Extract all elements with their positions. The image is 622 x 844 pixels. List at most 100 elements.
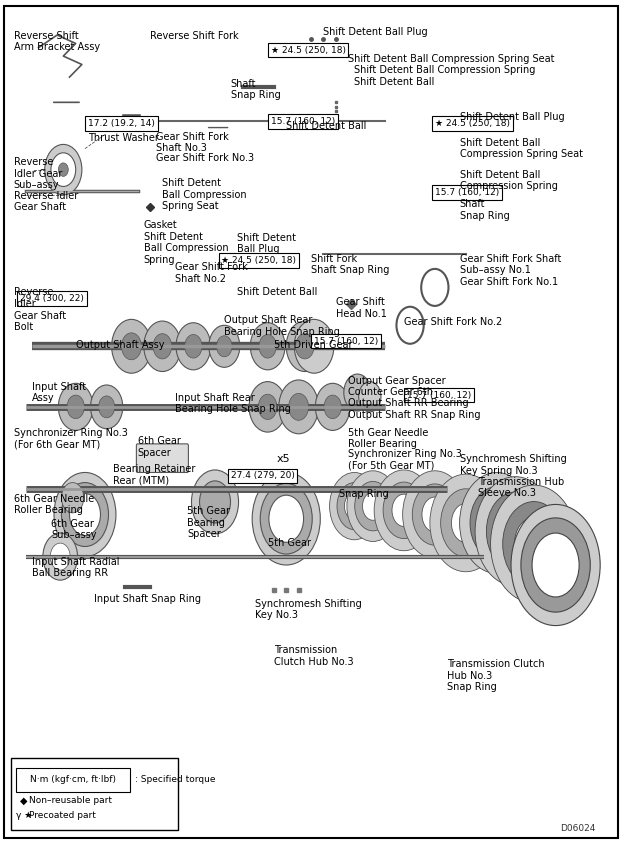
- Circle shape: [480, 500, 514, 546]
- Text: Shift Detent
Ball Compression
Spring Seat: Shift Detent Ball Compression Spring Sea…: [162, 178, 247, 211]
- Text: Output Shaft RR Snap Ring: Output Shaft RR Snap Ring: [348, 410, 481, 420]
- Circle shape: [345, 493, 364, 520]
- Text: Gear Shift Fork Shaft
Sub–assy No.1: Gear Shift Fork Shaft Sub–assy No.1: [460, 254, 561, 275]
- Text: ◆: ◆: [20, 796, 27, 805]
- FancyBboxPatch shape: [136, 444, 188, 473]
- Text: Shift Detent Ball
Compression Spring: Shift Detent Ball Compression Spring: [460, 170, 557, 192]
- Circle shape: [62, 483, 84, 513]
- Circle shape: [295, 333, 314, 359]
- Circle shape: [185, 334, 202, 358]
- Text: 6th Gear Needle
Roller Bearing: 6th Gear Needle Roller Bearing: [14, 494, 94, 515]
- Text: Thrust Washer: Thrust Washer: [88, 133, 159, 143]
- Circle shape: [324, 395, 341, 419]
- Circle shape: [250, 322, 285, 370]
- Text: Snap Ring: Snap Ring: [339, 490, 389, 500]
- Text: Input Shaft Snap Ring: Input Shaft Snap Ring: [95, 594, 202, 604]
- Circle shape: [216, 336, 232, 357]
- FancyBboxPatch shape: [11, 759, 178, 830]
- Text: Reverse Idler
Gear Shaft: Reverse Idler Gear Shaft: [14, 191, 78, 212]
- Circle shape: [491, 485, 577, 603]
- Text: Gear Shift Fork
Shaft No.2: Gear Shift Fork Shaft No.2: [175, 262, 248, 284]
- Circle shape: [412, 484, 457, 545]
- Text: Precoated part: Precoated part: [29, 811, 96, 820]
- Circle shape: [62, 483, 108, 547]
- Text: Shift Detent Ball: Shift Detent Ball: [286, 121, 366, 131]
- Circle shape: [200, 481, 231, 523]
- Circle shape: [514, 517, 554, 571]
- Text: Transmission
Clutch Hub No.3: Transmission Clutch Hub No.3: [274, 645, 353, 667]
- Text: Synchromesh Shifting
Key No.3: Synchromesh Shifting Key No.3: [255, 598, 362, 620]
- Text: 5th Gear
Bearing
Spacer: 5th Gear Bearing Spacer: [187, 506, 230, 539]
- Circle shape: [355, 481, 391, 531]
- Circle shape: [330, 473, 379, 540]
- Text: Reverse
Idler Gear
Sub–assy: Reverse Idler Gear Sub–assy: [14, 157, 62, 190]
- Text: Gear Shift Fork No.2: Gear Shift Fork No.2: [404, 316, 502, 327]
- Circle shape: [503, 501, 565, 587]
- Text: Shift Detent Ball
Compression Spring Seat: Shift Detent Ball Compression Spring Sea…: [460, 138, 583, 160]
- Text: Counter Gear 6th: Counter Gear 6th: [348, 387, 433, 397]
- Circle shape: [315, 383, 350, 430]
- Circle shape: [153, 333, 172, 359]
- Circle shape: [392, 495, 415, 527]
- Circle shape: [486, 492, 544, 571]
- Text: 5th Driven Gear: 5th Driven Gear: [274, 339, 352, 349]
- Text: Shift Detent Ball Plug: Shift Detent Ball Plug: [323, 27, 428, 36]
- Text: γ ★: γ ★: [16, 811, 32, 820]
- Text: Non–reusable part: Non–reusable part: [29, 796, 112, 805]
- Text: Shift Fork
Shaft Snap Ring: Shift Fork Shaft Snap Ring: [311, 254, 389, 275]
- Circle shape: [209, 325, 240, 367]
- Circle shape: [144, 321, 181, 371]
- Circle shape: [430, 474, 502, 571]
- Circle shape: [344, 374, 371, 411]
- Circle shape: [58, 383, 93, 430]
- Circle shape: [50, 544, 70, 570]
- Circle shape: [289, 393, 309, 420]
- Circle shape: [54, 473, 116, 556]
- Text: Shift Detent Ball Plug: Shift Detent Ball Plug: [460, 112, 564, 122]
- Circle shape: [440, 489, 491, 557]
- Text: ★ 24.5 (250, 18): ★ 24.5 (250, 18): [271, 46, 346, 55]
- Circle shape: [460, 473, 534, 573]
- Text: 6th Gear
Sub–assy: 6th Gear Sub–assy: [51, 519, 96, 540]
- Circle shape: [70, 494, 101, 536]
- Circle shape: [337, 483, 372, 530]
- Text: Gear Shift
Head No.1: Gear Shift Head No.1: [336, 297, 387, 319]
- Text: 5th Gear Needle
Roller Bearing: 5th Gear Needle Roller Bearing: [348, 428, 429, 450]
- Text: Shift Detent Ball: Shift Detent Ball: [355, 77, 435, 87]
- Circle shape: [359, 381, 381, 412]
- Circle shape: [91, 385, 123, 429]
- Text: 29.4 (300, 22): 29.4 (300, 22): [20, 294, 84, 303]
- Text: Transmission Clutch
Hub No.3
Snap Ring: Transmission Clutch Hub No.3 Snap Ring: [447, 659, 545, 692]
- Circle shape: [402, 471, 467, 558]
- Text: Synchromesh Shifting
Key Spring No.3: Synchromesh Shifting Key Spring No.3: [460, 454, 567, 475]
- Circle shape: [279, 380, 318, 434]
- Circle shape: [511, 505, 600, 625]
- Text: Shift Detent Ball Compression Spring Seat: Shift Detent Ball Compression Spring Sea…: [348, 53, 555, 63]
- Text: Shift Detent
Ball Plug: Shift Detent Ball Plug: [237, 233, 295, 254]
- Circle shape: [532, 533, 579, 597]
- Text: Output Shaft RR Bearing: Output Shaft RR Bearing: [348, 398, 469, 408]
- Circle shape: [294, 319, 334, 373]
- Text: ★ 24.5 (250, 18): ★ 24.5 (250, 18): [221, 256, 296, 265]
- Text: Output Shaft Rear
Bearing Hole Snap Ring: Output Shaft Rear Bearing Hole Snap Ring: [225, 315, 340, 337]
- Circle shape: [347, 471, 399, 542]
- Circle shape: [422, 497, 448, 532]
- Circle shape: [67, 395, 85, 419]
- Circle shape: [363, 492, 383, 520]
- Circle shape: [475, 477, 555, 586]
- Circle shape: [111, 319, 151, 373]
- Circle shape: [383, 482, 425, 538]
- Circle shape: [45, 144, 82, 195]
- Circle shape: [374, 470, 434, 550]
- Text: Gasket
Shift Detent
Ball Compression
Spring: Gasket Shift Detent Ball Compression Spr…: [144, 220, 228, 265]
- Circle shape: [497, 506, 534, 556]
- Circle shape: [51, 153, 76, 187]
- Circle shape: [452, 503, 480, 543]
- Text: 6th Gear
Spacer: 6th Gear Spacer: [137, 436, 180, 458]
- Text: Gear Shift Fork No.3: Gear Shift Fork No.3: [156, 153, 254, 163]
- Circle shape: [176, 322, 211, 370]
- Text: Shaft
Snap Ring: Shaft Snap Ring: [460, 199, 509, 220]
- Text: 27.4 (279, 20): 27.4 (279, 20): [231, 471, 294, 480]
- Text: Transmission Hub
Sleeve No.3: Transmission Hub Sleeve No.3: [478, 477, 564, 498]
- Text: 15.7 (160, 12): 15.7 (160, 12): [314, 337, 378, 346]
